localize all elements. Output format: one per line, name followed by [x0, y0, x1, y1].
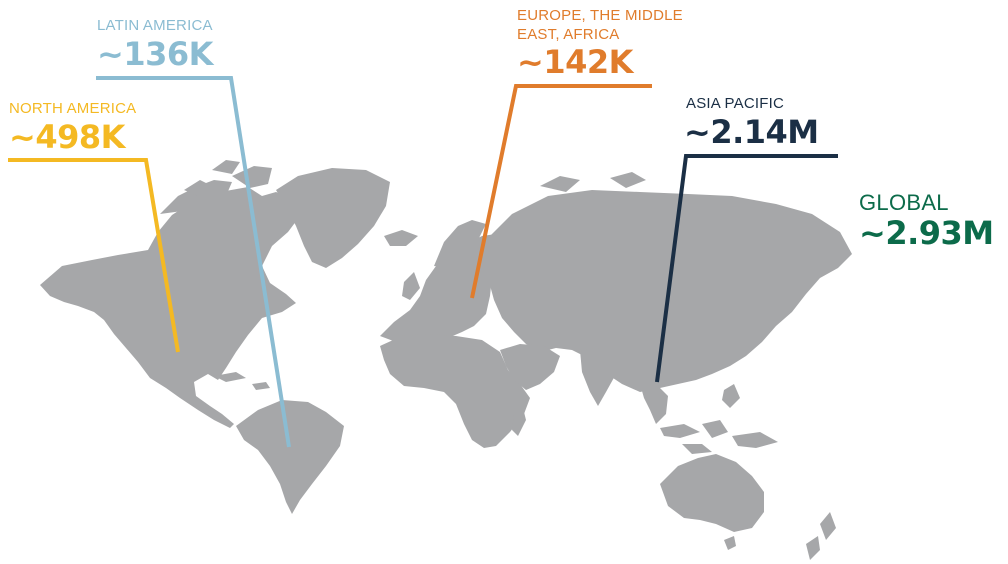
north-america-value: ~498K [9, 118, 125, 156]
asia-pacific-value: ~2.14M [684, 113, 819, 151]
asia-pacific-leader-line [655, 154, 838, 383]
north-america-leader-line [8, 158, 180, 353]
emea-label: EUROPE, THE MIDDLE EAST, AFRICA [517, 7, 683, 43]
emea-leader-line [470, 84, 652, 299]
north-america-label: NORTH AMERICA [9, 100, 137, 117]
australia-landmass [660, 454, 764, 532]
greenland-landmass [276, 168, 390, 268]
latin-america-leader-line [96, 76, 291, 448]
europe-landmass [380, 234, 504, 342]
latin-america-label: LATIN AMERICA [97, 17, 213, 34]
global-value: ~2.93M [859, 214, 994, 252]
south-america-landmass [236, 400, 344, 514]
latin-america-value: ~136K [97, 35, 213, 73]
africa-landmass [380, 334, 530, 448]
global-label: GLOBAL [859, 190, 949, 215]
asia-pacific-label: ASIA PACIFIC [686, 95, 784, 112]
arctic-islands [160, 180, 232, 214]
land-masses [40, 160, 852, 560]
emea-value: ~142K [517, 43, 633, 81]
